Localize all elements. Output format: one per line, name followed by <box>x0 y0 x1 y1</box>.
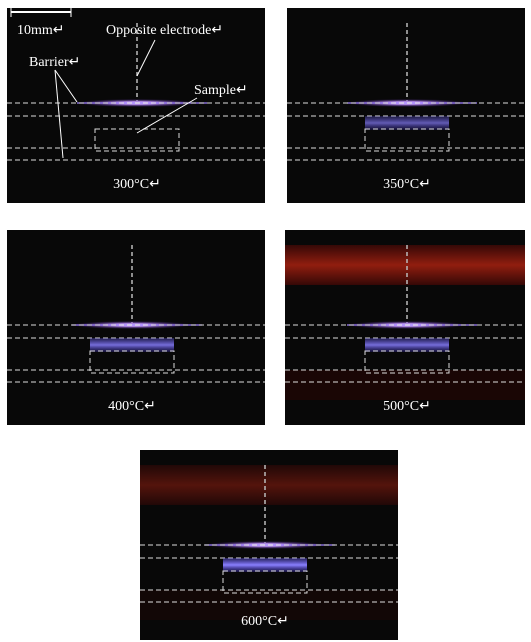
sample-outline <box>89 350 175 374</box>
temperature-label: 400°C↵ <box>108 399 156 414</box>
sample-plasma <box>223 558 307 572</box>
electrode-label: Opposite electrode↵ <box>106 23 223 38</box>
sample-outline <box>222 570 308 594</box>
heater-glow <box>285 245 525 285</box>
sample-plasma <box>90 338 174 352</box>
temperature-label: 350°C↵ <box>383 177 431 192</box>
panel: 350°C↵ <box>287 8 525 203</box>
barrier-label: Barrier↵ <box>29 55 80 70</box>
leader <box>136 97 198 134</box>
panel: 400°C↵ <box>7 230 265 425</box>
sample-plasma <box>365 338 449 352</box>
temperature-label: 500°C↵ <box>383 399 431 414</box>
temperature-label: 600°C↵ <box>241 614 289 629</box>
scale-label: 10mm↵ <box>17 23 65 38</box>
sample-outline <box>364 350 450 374</box>
sample-shadow <box>285 370 525 400</box>
heater-glow <box>140 465 398 505</box>
temperature-label: 300°C↵ <box>113 177 161 192</box>
leader <box>54 69 64 159</box>
sample-outline <box>364 128 450 152</box>
panel: 600°C↵ <box>140 450 398 640</box>
leader <box>54 69 78 103</box>
panel: 500°C↵ <box>285 230 525 425</box>
sample-shadow <box>140 590 398 620</box>
sample-outline <box>94 128 180 152</box>
leader <box>136 39 156 77</box>
sample-label: Sample↵ <box>194 83 248 98</box>
sample-plasma <box>365 116 449 130</box>
panel: 300°C↵ 10mm↵ Opposite electrode↵ Barrier↵ Sa… <box>7 8 265 203</box>
